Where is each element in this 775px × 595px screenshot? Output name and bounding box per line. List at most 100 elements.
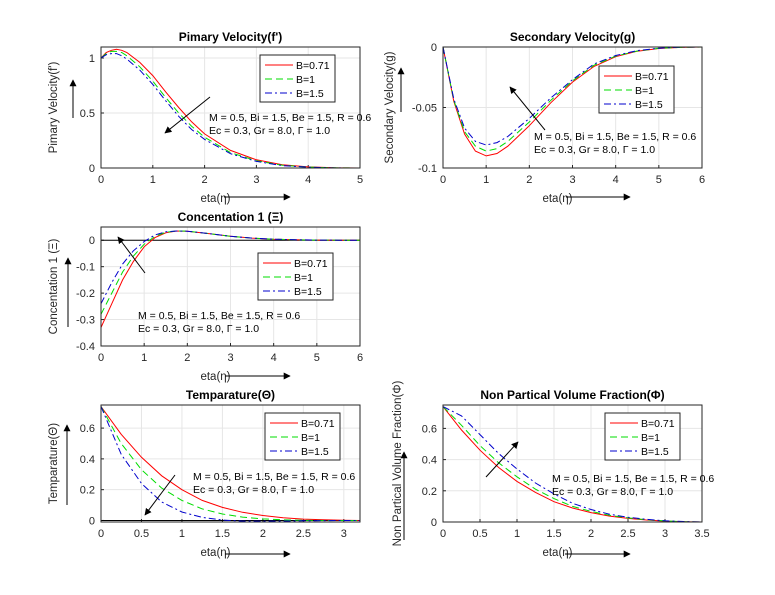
plot-frame [100, 404, 361, 523]
x-axis-label: eta(η) [200, 193, 230, 205]
parameter-annotation: M = 0.5, Bi = 1.5, Be = 1.5, R = 0.6 [209, 112, 371, 124]
legend-label: B=1.5 [296, 88, 324, 100]
legend: B=0.71 B=1 B=1.5 [257, 252, 334, 301]
parameter-annotation: M = 0.5, Bi = 1.5, Be = 1.5, R = 0.6 [552, 473, 714, 485]
parameter-annotation: Ec = 0.3, Gr = 8.0, Γ = 1.0 [534, 144, 655, 156]
x-tick-label: 0 [98, 174, 104, 186]
plot-frame [442, 404, 703, 523]
x-tick-label: 0 [440, 528, 446, 540]
x-tick-label: 5 [314, 352, 320, 364]
legend-box [259, 54, 336, 103]
legend-label: B=1.5 [301, 446, 329, 458]
legend: B=0.71 B=1 B=1.5 [259, 54, 336, 103]
x-tick-label: 1 [150, 174, 156, 186]
parameter-annotation: Ec = 0.3, Gr = 8.0, Γ = 1.0 [138, 323, 259, 335]
x-tick-label: 6 [357, 352, 363, 364]
chart-title: Non Partical Volume Fraction(Φ) [480, 388, 664, 402]
x-tick-label: 6 [699, 174, 705, 186]
legend-label: B=0.71 [641, 418, 675, 430]
plot-frame [442, 46, 703, 169]
trend-arrow [485, 441, 519, 478]
legend-box [264, 412, 341, 461]
x-tick-label: 0 [98, 352, 104, 364]
x-tick-label: 4 [271, 352, 277, 364]
legend: B=0.71 B=1 B=1.5 [264, 412, 341, 461]
legend-label: B=1 [301, 432, 320, 444]
x-tick-label: 3 [341, 528, 347, 540]
y-tick-label: -0.1 [418, 163, 437, 175]
x-tick-label: 4 [305, 174, 311, 186]
x-tick-label: 1.5 [546, 528, 561, 540]
x-tick-label: 2.5 [620, 528, 635, 540]
x-tick-label: 1 [141, 352, 147, 364]
x-tick-label: 3 [662, 528, 668, 540]
x-tick-label: 2 [202, 174, 208, 186]
x-tick-label: 1.5 [215, 528, 230, 540]
legend-label: B=1.5 [294, 286, 322, 298]
legend-label: B=1 [294, 272, 313, 284]
parameter-annotation: M = 0.5, Bi = 1.5, Be = 1.5, R = 0.6 [534, 131, 696, 143]
series-line-B-1-5 [443, 47, 702, 146]
series-line-B-1 [101, 230, 360, 315]
y-tick-label: 0.2 [80, 485, 95, 497]
y-tick-label: -0.4 [76, 341, 95, 353]
trend-arrow [164, 96, 211, 134]
series-line-B-1 [101, 50, 360, 168]
x-tick-label: 3 [569, 174, 575, 186]
chart-panel-5: 0 0.5 1 1.5 2 2.5 3 3.5 0 0.2 0.4 0.6 Non Partical V… [392, 380, 714, 559]
y-tick-label: 0.4 [80, 454, 95, 466]
legend-label: B=1 [296, 74, 315, 86]
y-axis-label: Pimary Velocity(f') [48, 62, 60, 154]
y-tick-label: 0 [431, 517, 437, 529]
y-tick-label: 0.5 [80, 108, 95, 120]
x-tick-label: 4 [613, 174, 619, 186]
x-tick-label: 0 [98, 528, 104, 540]
y-tick-label: 0.2 [422, 486, 437, 498]
y-tick-label: -0.2 [76, 288, 95, 300]
y-tick-label: 0 [89, 163, 95, 175]
legend-label: B=0.71 [294, 258, 328, 270]
x-tick-label: 3 [227, 352, 233, 364]
chart-panel-2: 0 1 2 3 4 5 6 -0.1 -0.05 0 Secondary Velocity(g) et… [384, 30, 705, 205]
legend: B=0.71 B=1 B=1.5 [598, 65, 675, 114]
x-tick-label: 2 [260, 528, 266, 540]
x-axis-label: eta(η) [542, 547, 572, 559]
x-tick-label: 2 [184, 352, 190, 364]
chart-title: Concentation 1 (Ξ) [178, 210, 284, 224]
x-tick-label: 5 [656, 174, 662, 186]
parameter-annotation: Ec = 0.3, Gr = 8.0, Γ = 1.0 [209, 125, 330, 137]
trend-arrow [509, 86, 546, 131]
y-axis-label: Concentation 1 (Ξ) [48, 238, 60, 334]
series-line-B-1-5 [443, 406, 702, 522]
legend-label: B=1.5 [641, 446, 669, 458]
chart-title: Pimary Velocity(f') [179, 30, 283, 44]
plot-frame [100, 226, 361, 347]
parameter-annotation: Ec = 0.3, Gr = 8.0, Γ = 1.0 [193, 484, 314, 496]
legend-box [598, 65, 675, 114]
series-line-B-0-71 [101, 48, 360, 168]
chart-panel-1: 0 1 2 3 4 5 0 0.5 1 Pimary Velocity(f') eta(η) Pima… [48, 30, 371, 205]
parameter-annotation: M = 0.5, Bi = 1.5, Be = 1.5, R = 0.6 [138, 310, 300, 322]
x-tick-label: 3 [253, 174, 259, 186]
x-tick-label: 5 [357, 174, 363, 186]
parameter-annotation: Ec = 0.3, Gr = 8.0, Γ = 1.0 [552, 486, 673, 498]
x-tick-label: 2 [526, 174, 532, 186]
y-tick-label: -0.3 [76, 315, 95, 327]
x-tick-label: 0.5 [134, 528, 149, 540]
x-tick-label: 1 [179, 528, 185, 540]
y-tick-label: 0.4 [422, 455, 437, 467]
x-tick-label: 2 [588, 528, 594, 540]
y-tick-label: 1 [89, 53, 95, 65]
chart-panel-4: 0 0.5 1 1.5 2 2.5 3 0 0.2 0.4 0.6 Temparature(Θ) eta… [48, 388, 361, 559]
y-axis-label: Temparature(Θ) [48, 423, 60, 504]
x-tick-label: 1 [483, 174, 489, 186]
plot-frame [100, 46, 361, 169]
y-axis-label: Secondary Velocity(g) [384, 51, 396, 163]
trend-arrow [144, 474, 176, 516]
chart-panel-3: 0 1 2 3 4 5 6 -0.4 -0.3 -0.2 -0.1 0 Concentation 1 (… [48, 210, 363, 383]
x-tick-label: 0 [440, 174, 446, 186]
y-tick-label: -0.05 [412, 103, 437, 115]
chart-title: Temparature(Θ) [186, 388, 275, 402]
x-axis-label: eta(η) [542, 193, 572, 205]
legend-label: B=1 [635, 85, 654, 97]
